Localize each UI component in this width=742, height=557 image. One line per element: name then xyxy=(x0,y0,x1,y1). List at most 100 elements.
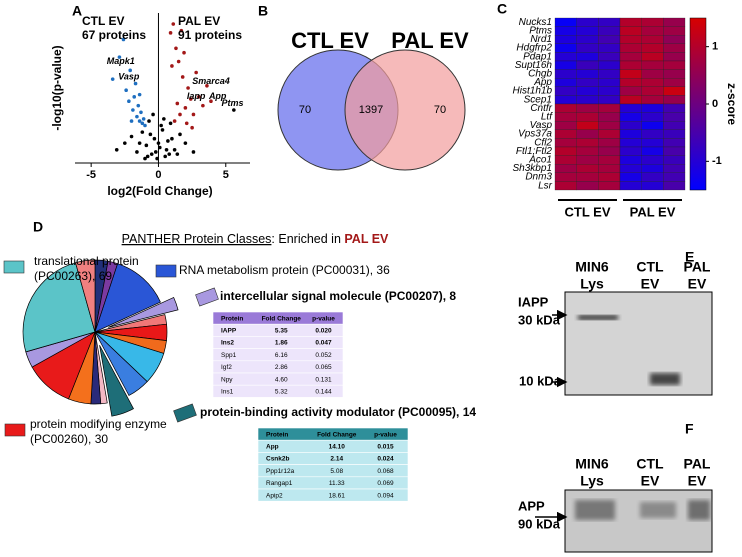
band xyxy=(640,502,676,518)
heat-cell xyxy=(576,86,599,96)
point xyxy=(182,50,186,55)
blot-f xyxy=(564,489,713,553)
table-cell: 0.047 xyxy=(315,340,332,347)
heat-cell xyxy=(598,60,621,70)
heat-cell xyxy=(619,78,642,87)
heat-cell xyxy=(641,69,664,79)
heat-cell xyxy=(598,121,621,130)
row-label: Chgb xyxy=(528,69,552,80)
y-axis-label: -log10(p-value) xyxy=(50,45,64,130)
pie-slice xyxy=(94,331,148,396)
point xyxy=(143,123,147,128)
table-cell: 4.60 xyxy=(275,376,288,383)
point xyxy=(139,110,143,115)
row-label: Dnm3 xyxy=(525,172,552,183)
table-header-cell: Fold Change xyxy=(317,431,357,438)
heat-cell xyxy=(576,26,599,36)
heat-cell xyxy=(641,146,664,156)
point xyxy=(127,99,131,104)
point xyxy=(129,134,134,139)
venn-count: 70 xyxy=(434,104,446,116)
row-label: Aco1 xyxy=(528,155,552,166)
point xyxy=(163,154,167,159)
table-cell: 0.131 xyxy=(315,376,332,383)
panel-label: A xyxy=(72,3,82,19)
heat-cell xyxy=(619,26,642,36)
venn-count: 1397 xyxy=(359,104,383,116)
heat-cell xyxy=(641,172,664,182)
heat-cell xyxy=(619,103,642,113)
point xyxy=(183,141,188,145)
point xyxy=(137,92,142,97)
heat-cell xyxy=(663,26,686,36)
heat-cell xyxy=(663,181,686,191)
point xyxy=(133,81,138,86)
point xyxy=(156,141,161,145)
heat-cell xyxy=(619,17,642,27)
gene-label: Mapk1 xyxy=(107,56,135,66)
gene-label: Smarca4 xyxy=(192,76,230,86)
x-axis-label: log2(Fold Change) xyxy=(107,184,212,198)
table-cell: 0.094 xyxy=(377,492,394,499)
band xyxy=(575,500,615,520)
heat-cell xyxy=(663,121,686,130)
marker-label: 90 kDa xyxy=(518,516,561,531)
heat-cell xyxy=(641,95,664,105)
point xyxy=(186,86,190,90)
table-cell: 0.020 xyxy=(315,328,332,335)
row-label: Hist1h1b xyxy=(513,86,553,97)
legend-name: PAL EV xyxy=(178,14,220,28)
point xyxy=(166,139,170,143)
point xyxy=(205,83,209,88)
heat-cell xyxy=(598,129,621,139)
heat-cell xyxy=(663,86,686,96)
group-label: PAL EV xyxy=(630,204,676,219)
group-label: CTL EV xyxy=(565,204,611,219)
point xyxy=(135,150,139,154)
pie-slice xyxy=(22,262,96,353)
point xyxy=(143,156,147,161)
point xyxy=(114,147,119,152)
heat-cell xyxy=(641,112,664,122)
heat-cell xyxy=(663,69,686,79)
point xyxy=(124,88,128,93)
heat-cell xyxy=(554,112,577,122)
point xyxy=(176,59,181,64)
heat-cell xyxy=(619,155,642,165)
point xyxy=(160,128,165,132)
legend-swatch xyxy=(155,264,177,278)
lane-label: MIN6 xyxy=(575,259,609,275)
colorbar-tick-label: 1 xyxy=(712,41,718,53)
gene-label: Ptms xyxy=(221,98,243,108)
point xyxy=(179,28,184,33)
point xyxy=(155,156,159,161)
table-cell: 2.86 xyxy=(275,364,288,371)
heat-cell xyxy=(663,43,686,53)
pie-slice xyxy=(108,296,179,328)
heat-cell xyxy=(619,164,642,173)
heat-cell xyxy=(619,52,642,62)
heat-cell xyxy=(641,35,664,44)
heat-cell xyxy=(619,138,642,148)
point xyxy=(175,152,180,156)
point xyxy=(152,136,157,141)
point xyxy=(140,130,145,134)
table-cell: 18.61 xyxy=(329,492,346,499)
point xyxy=(178,112,182,117)
heat-cell xyxy=(598,78,621,87)
heat-cell xyxy=(619,86,642,96)
table-cell: 0.052 xyxy=(315,352,332,359)
venn-count: 70 xyxy=(299,104,311,116)
point xyxy=(183,106,188,110)
heat-cell xyxy=(663,103,686,113)
heat-cell xyxy=(576,78,599,87)
point xyxy=(121,37,126,42)
band xyxy=(650,373,680,385)
table-cell: 14.10 xyxy=(329,444,346,451)
point xyxy=(123,141,127,145)
venn-circle xyxy=(344,49,466,171)
point xyxy=(172,119,177,123)
heat-cell xyxy=(576,52,599,62)
table-cell: Csnk2b xyxy=(266,456,290,463)
